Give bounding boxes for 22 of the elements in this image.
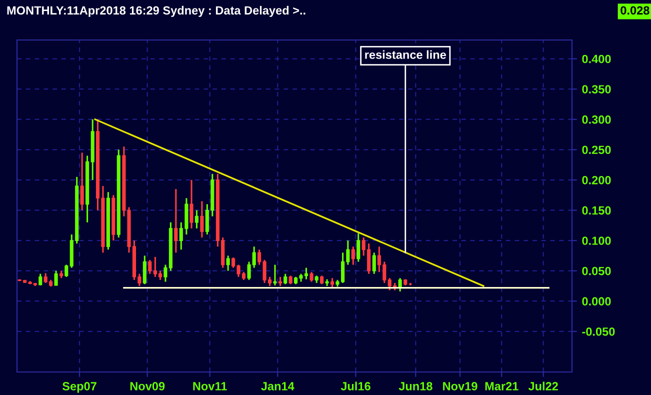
y-tick-label: 0.100: [582, 236, 611, 245]
x-tick-label: Jul16: [340, 382, 370, 390]
chart-title: MONTHLY:11Apr2018 16:29 Sydney : Data Delayed >..: [7, 6, 306, 17]
x-tick-label: Nov19: [443, 382, 478, 390]
y-tick-label: -0.050: [582, 327, 615, 336]
y-tick-label: 0.050: [582, 266, 611, 276]
x-tick-label: Jul22: [528, 382, 558, 390]
y-tick-label: 0.300: [582, 115, 611, 124]
x-tick-label: Sep07: [62, 382, 96, 393]
y-tick-label: 0.000: [582, 297, 611, 306]
x-tick-label: Nov09: [130, 382, 165, 390]
y-tick-label: 0.250: [582, 146, 611, 154]
y-tick-label: 0.350: [582, 85, 611, 94]
y-tick-label: 0.400: [582, 54, 611, 64]
x-tick-label: Nov11: [193, 382, 227, 390]
y-tick-label: 0.200: [582, 176, 611, 184]
x-tick-label: Jun18: [398, 382, 432, 390]
text: 0.028: [620, 6, 650, 15]
x-tick-label: Mar21: [485, 382, 518, 390]
annotation: resistance line: [365, 50, 446, 59]
x-tick-label: Jan14: [261, 382, 294, 390]
y-tick-label: 0.150: [582, 206, 611, 215]
